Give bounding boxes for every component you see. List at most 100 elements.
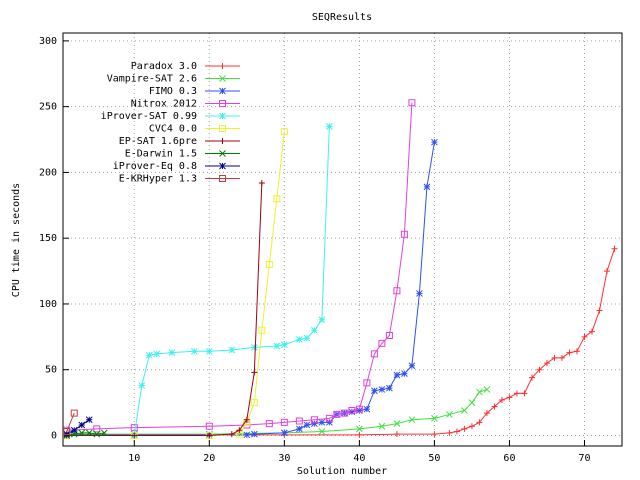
point [219, 125, 226, 132]
legend-label: iProver-Eq 0.8 [113, 161, 197, 172]
point [363, 405, 371, 413]
point [250, 399, 258, 407]
point [296, 425, 303, 433]
plot-border [62, 32, 623, 447]
point [596, 307, 603, 314]
chart-title: SEQResults [312, 12, 372, 23]
y-tick-label: 100 [39, 299, 57, 310]
series-line [66, 142, 435, 436]
legend-label: Paradox 3.0 [131, 61, 197, 72]
point [280, 341, 288, 349]
series-line [66, 419, 90, 435]
point [85, 416, 93, 424]
point [371, 387, 378, 395]
point [393, 287, 401, 295]
point [145, 351, 153, 359]
x-tick-label: 10 [128, 453, 140, 464]
point [573, 348, 580, 355]
point [431, 415, 438, 422]
point [258, 326, 266, 334]
point [491, 403, 498, 410]
legend-label: iProver-SAT 0.99 [101, 111, 197, 122]
point [416, 290, 423, 297]
legend-label: Nitrox 2012 [131, 99, 197, 110]
point [528, 374, 535, 381]
point [236, 427, 243, 434]
point [446, 429, 453, 436]
series-line [66, 432, 105, 436]
point [228, 431, 235, 438]
point [446, 411, 453, 418]
point [219, 100, 226, 107]
point [100, 429, 108, 437]
point [243, 421, 251, 429]
point [130, 431, 138, 439]
y-tick-label: 200 [39, 167, 57, 178]
point [461, 425, 468, 432]
point [93, 430, 101, 438]
y-tick-label: 0 [51, 430, 57, 441]
point [513, 390, 520, 397]
point [219, 138, 226, 144]
point [310, 416, 318, 424]
point [93, 425, 101, 433]
series-line [66, 182, 263, 436]
point [393, 431, 400, 438]
point [235, 430, 243, 438]
point [476, 419, 483, 426]
point [408, 99, 416, 107]
point [393, 371, 401, 379]
point [250, 344, 258, 351]
point [483, 410, 490, 417]
point [219, 112, 226, 120]
point [131, 432, 138, 439]
legend-label: CVC4 0.0 [149, 124, 197, 135]
series-line [66, 126, 330, 436]
point [70, 426, 78, 434]
point [219, 162, 226, 170]
point [431, 431, 438, 438]
point [243, 431, 251, 439]
point [603, 268, 610, 275]
point [468, 399, 476, 406]
point [228, 346, 236, 354]
x-tick-label: 60 [503, 453, 515, 464]
point [78, 429, 86, 437]
x-tick-label: 30 [278, 453, 290, 464]
x-axis-label: Solution number [297, 466, 387, 477]
point [85, 429, 93, 437]
point [588, 328, 595, 335]
point [400, 230, 408, 238]
point [168, 349, 176, 356]
point [251, 369, 258, 376]
point [295, 417, 303, 425]
point [296, 336, 303, 343]
point [385, 332, 393, 340]
point [348, 406, 356, 414]
point [70, 409, 78, 417]
legend-label: FIMO 0.3 [149, 86, 197, 97]
point [498, 396, 505, 403]
point [153, 350, 161, 358]
point [408, 362, 416, 370]
point [378, 422, 386, 430]
point [355, 405, 363, 413]
point [333, 410, 341, 418]
point [250, 430, 258, 438]
point [63, 428, 71, 436]
point [521, 390, 528, 397]
point [303, 334, 311, 342]
legend-label: E-KRHyper 1.3 [119, 174, 197, 185]
point [326, 123, 333, 130]
point [536, 366, 543, 373]
point [340, 409, 348, 417]
point [280, 418, 288, 426]
series-line [66, 102, 413, 431]
point [476, 388, 483, 396]
point [483, 386, 491, 393]
point [348, 408, 356, 416]
point [311, 420, 318, 427]
y-tick-label: 250 [39, 102, 57, 113]
point [356, 431, 363, 438]
